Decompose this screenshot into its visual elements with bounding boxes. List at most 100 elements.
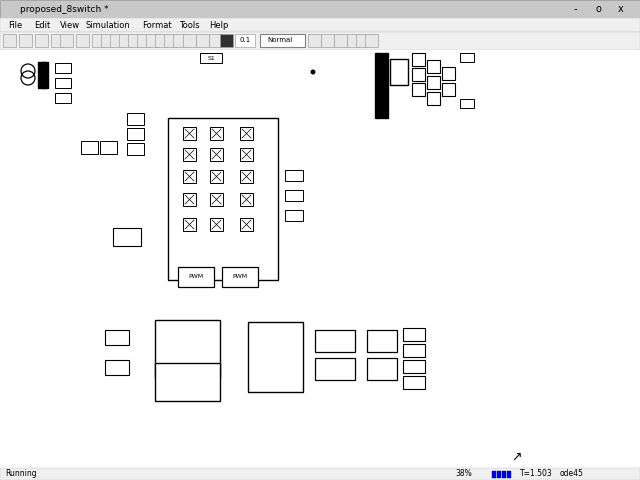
Bar xyxy=(507,471,511,478)
Text: S1: S1 xyxy=(207,56,215,60)
Bar xyxy=(240,218,253,231)
Bar xyxy=(347,34,360,47)
Bar xyxy=(42,62,48,88)
Bar xyxy=(51,34,64,47)
Bar xyxy=(55,93,71,103)
Bar xyxy=(403,328,425,341)
Bar xyxy=(137,34,150,47)
Bar xyxy=(220,34,233,47)
Text: 38%: 38% xyxy=(455,469,472,479)
Bar xyxy=(492,471,496,478)
Bar xyxy=(315,358,355,380)
Text: 0.1: 0.1 xyxy=(239,37,251,44)
Bar xyxy=(382,53,388,118)
Bar xyxy=(260,34,305,47)
Bar xyxy=(178,267,214,287)
Bar xyxy=(173,34,186,47)
Bar xyxy=(0,18,640,32)
Bar xyxy=(240,127,253,140)
Bar xyxy=(92,34,105,47)
Bar xyxy=(285,210,303,221)
Bar xyxy=(442,83,455,96)
Bar xyxy=(0,468,640,480)
Bar xyxy=(210,127,223,140)
Bar xyxy=(155,34,168,47)
Bar xyxy=(375,53,381,118)
Bar xyxy=(403,376,425,389)
Bar xyxy=(196,34,209,47)
Bar xyxy=(210,148,223,161)
Bar xyxy=(222,267,258,287)
Bar xyxy=(81,141,98,154)
Bar xyxy=(55,78,71,88)
Bar xyxy=(3,34,16,47)
Text: $\nearrow$: $\nearrow$ xyxy=(509,451,523,464)
Bar xyxy=(412,83,425,96)
Bar xyxy=(210,218,223,231)
Bar xyxy=(285,190,303,201)
Bar xyxy=(127,143,144,155)
Bar xyxy=(240,148,253,161)
Bar xyxy=(390,59,408,85)
Bar xyxy=(427,60,440,73)
Bar xyxy=(76,34,89,47)
Text: File: File xyxy=(8,21,22,29)
Bar xyxy=(240,170,253,183)
Bar xyxy=(209,34,222,47)
Bar xyxy=(497,471,501,478)
Bar xyxy=(101,34,114,47)
Bar xyxy=(100,141,117,154)
Text: Help: Help xyxy=(209,21,229,29)
Bar xyxy=(0,50,640,470)
Bar xyxy=(105,360,129,375)
Bar xyxy=(235,34,255,47)
Bar xyxy=(183,218,196,231)
Text: PWM: PWM xyxy=(232,275,248,279)
Bar xyxy=(334,34,347,47)
Bar xyxy=(0,0,640,18)
Bar xyxy=(321,34,334,47)
Bar xyxy=(240,193,253,206)
Bar xyxy=(412,68,425,81)
Bar xyxy=(183,127,196,140)
Bar xyxy=(183,193,196,206)
Bar xyxy=(128,34,141,47)
Text: T=1.503: T=1.503 xyxy=(520,469,553,479)
Text: Simulation: Simulation xyxy=(85,21,130,29)
Bar xyxy=(427,76,440,89)
Text: Edit: Edit xyxy=(34,21,50,29)
Bar xyxy=(183,170,196,183)
Text: o: o xyxy=(595,4,601,14)
Bar xyxy=(155,320,220,378)
Bar xyxy=(155,363,220,401)
Bar xyxy=(0,32,640,50)
Bar xyxy=(285,170,303,181)
Text: ode45: ode45 xyxy=(560,469,584,479)
Bar xyxy=(315,330,355,352)
Bar xyxy=(365,34,378,47)
Text: -: - xyxy=(573,4,577,14)
Bar xyxy=(35,34,48,47)
Bar xyxy=(367,330,397,352)
Bar xyxy=(308,34,321,47)
Text: PWM: PWM xyxy=(188,275,204,279)
Text: x: x xyxy=(618,4,624,14)
Bar xyxy=(60,34,73,47)
Bar xyxy=(183,148,196,161)
Bar xyxy=(460,99,474,108)
Bar xyxy=(164,34,177,47)
Bar xyxy=(19,34,32,47)
Bar xyxy=(356,34,369,47)
Text: Format: Format xyxy=(142,21,172,29)
Bar xyxy=(460,53,474,62)
Bar xyxy=(119,34,132,47)
Bar xyxy=(55,63,71,73)
Bar xyxy=(210,170,223,183)
Bar xyxy=(403,360,425,373)
Bar xyxy=(442,67,455,80)
Bar xyxy=(403,344,425,357)
Text: proposed_8switch *: proposed_8switch * xyxy=(20,4,109,13)
Bar xyxy=(367,358,397,380)
Bar xyxy=(502,471,506,478)
Bar xyxy=(183,34,196,47)
